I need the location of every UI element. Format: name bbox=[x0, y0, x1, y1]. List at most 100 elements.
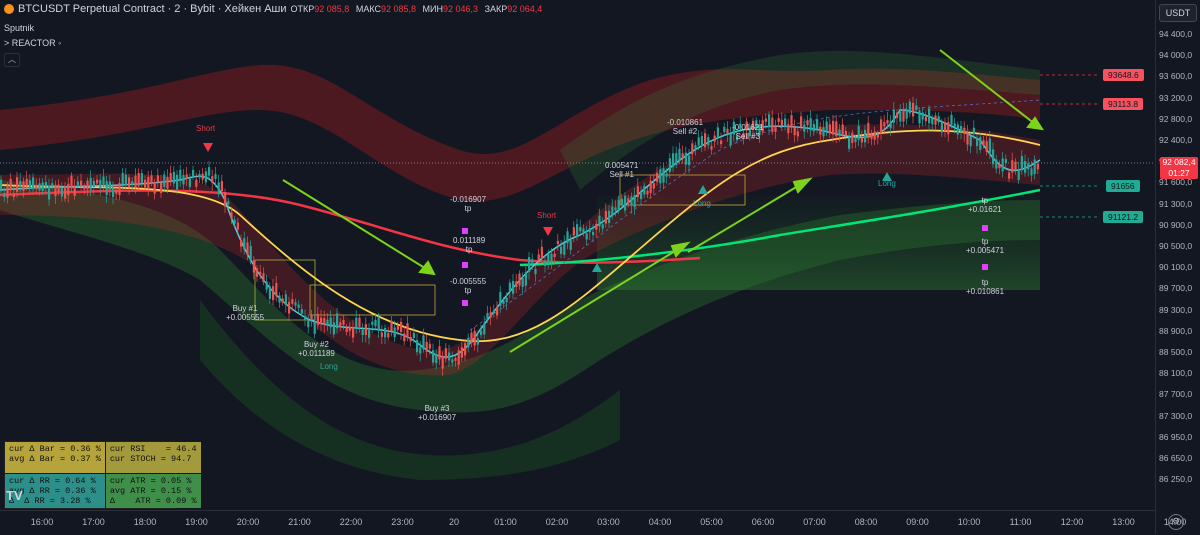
sell-label: -0.010861 Sell #2 bbox=[667, 118, 704, 136]
candle-body bbox=[195, 179, 198, 187]
candle-body bbox=[595, 223, 598, 230]
time-axis-label: 23:00 bbox=[391, 517, 414, 527]
candle-body bbox=[284, 294, 287, 305]
candle-body bbox=[838, 129, 841, 136]
price-axis-label: 90 500,0 bbox=[1159, 241, 1193, 251]
candle-body bbox=[236, 222, 239, 230]
candle-body bbox=[732, 121, 735, 135]
candle-body bbox=[841, 124, 844, 135]
time-axis-label: 08:00 bbox=[854, 517, 878, 527]
price-tag-red[interactable]: 93648.6 bbox=[1103, 69, 1144, 81]
candle-body bbox=[492, 310, 495, 314]
candle-body bbox=[323, 317, 326, 325]
currency-button[interactable]: USDT bbox=[1159, 4, 1197, 22]
time-axis-label: 03:00 bbox=[597, 517, 620, 527]
indicator-reactor[interactable]: > REACTOR ◦ bbox=[4, 38, 62, 48]
price-tag-red[interactable]: 93113.8 bbox=[1103, 98, 1144, 110]
candle-body bbox=[953, 123, 956, 127]
symbol-title[interactable]: BTCUSDT Perpetual Contract · 2 · Bybit ·… bbox=[18, 3, 287, 15]
candle-body bbox=[0, 179, 3, 190]
arrow-head bbox=[1026, 116, 1045, 131]
inner-red-band bbox=[0, 124, 1040, 376]
candle-body bbox=[51, 183, 54, 187]
tp-marker-icon bbox=[982, 264, 988, 270]
indicator-sputnik[interactable]: Sputnik bbox=[4, 23, 35, 33]
candle-body bbox=[473, 330, 476, 346]
collapse-indicators-button[interactable]: ︿ bbox=[4, 53, 20, 67]
stats-rsi-cell: cur RSI = 46.4 cur STOCH = 94.7 bbox=[105, 442, 201, 473]
price-axis-label: 88 900,0 bbox=[1159, 325, 1193, 336]
time-axis-label: 18:00 bbox=[133, 517, 157, 527]
candle-body bbox=[3, 193, 6, 198]
candle-body bbox=[854, 138, 857, 143]
price-axis-label: 89 700,0 bbox=[1159, 283, 1193, 294]
candle-body bbox=[796, 131, 799, 137]
price-axis-label: 86 650,0 bbox=[1159, 453, 1193, 463]
candle-body bbox=[467, 337, 470, 348]
time-axis[interactable]: 16:00 17:00 18:00 19:00 20:00 21:00 22:00 23:00… bbox=[0, 510, 1186, 535]
candle-body bbox=[560, 246, 563, 254]
time-axis-label: 21:00 bbox=[288, 517, 311, 527]
candle-body bbox=[332, 322, 335, 335]
candle-body bbox=[140, 173, 143, 183]
tp-marker-icon bbox=[982, 225, 988, 231]
candle-body bbox=[227, 201, 230, 205]
candle-body bbox=[326, 319, 329, 326]
candle-body bbox=[684, 152, 687, 165]
candle-body bbox=[201, 173, 204, 180]
candle-body bbox=[739, 123, 742, 129]
candle-body bbox=[6, 185, 9, 198]
candle-body bbox=[131, 181, 134, 185]
price-axis-label: 89 300,0 bbox=[1159, 304, 1193, 315]
candle-body bbox=[188, 178, 191, 188]
candle-body bbox=[947, 122, 950, 135]
candle-body bbox=[585, 233, 588, 240]
candle-body bbox=[1036, 164, 1039, 170]
candle-body bbox=[435, 354, 438, 364]
candle-body bbox=[563, 242, 566, 255]
candle-body bbox=[582, 228, 585, 234]
candle-body bbox=[956, 124, 959, 135]
candle-body bbox=[688, 155, 691, 166]
candle-body bbox=[86, 180, 89, 190]
candle-body bbox=[675, 153, 678, 166]
candle-body bbox=[934, 115, 937, 125]
candle-body bbox=[147, 176, 150, 189]
time-axis-label: 16:00 bbox=[30, 517, 54, 527]
candle-body bbox=[108, 181, 111, 190]
candle-body bbox=[1011, 160, 1014, 173]
candle-body bbox=[198, 173, 201, 178]
candle-body bbox=[160, 182, 163, 193]
candle-body bbox=[921, 112, 924, 120]
candle-body bbox=[457, 350, 460, 365]
candle-body bbox=[889, 120, 892, 129]
candle-body bbox=[368, 330, 371, 338]
candle-body bbox=[464, 343, 467, 356]
outer-green-cloud bbox=[200, 300, 620, 480]
settings-gear-icon[interactable]: ⚙ bbox=[1168, 514, 1184, 530]
candle-body bbox=[364, 324, 367, 336]
candle-body bbox=[572, 227, 575, 236]
candle-body bbox=[259, 271, 262, 275]
price-axis[interactable] bbox=[1155, 0, 1200, 534]
candle-body bbox=[803, 124, 806, 132]
candle-body bbox=[844, 130, 847, 136]
price-tag-green[interactable]: 91656 bbox=[1106, 180, 1140, 192]
candle-body bbox=[89, 177, 92, 190]
candle-body bbox=[553, 253, 556, 257]
time-axis-label: 13:00 bbox=[1112, 517, 1135, 527]
time-axis-label: 11:00 bbox=[1009, 517, 1032, 527]
candle-body bbox=[412, 332, 415, 338]
price-tag-green[interactable]: 91121.2 bbox=[1103, 211, 1144, 223]
candle-body bbox=[614, 207, 617, 211]
arrow-down bbox=[939, 49, 1036, 125]
price-chart[interactable] bbox=[0, 0, 1155, 510]
tp-label: tp +0.01621 bbox=[968, 196, 1002, 214]
candle-body bbox=[1020, 156, 1023, 171]
time-axis-label: 20:00 bbox=[236, 517, 260, 527]
candle-body bbox=[960, 125, 963, 132]
candle-body bbox=[950, 114, 953, 125]
sell-label: -0.01621 Sell #3 bbox=[732, 123, 764, 141]
candle-body bbox=[774, 125, 777, 132]
candle-body bbox=[192, 169, 195, 178]
